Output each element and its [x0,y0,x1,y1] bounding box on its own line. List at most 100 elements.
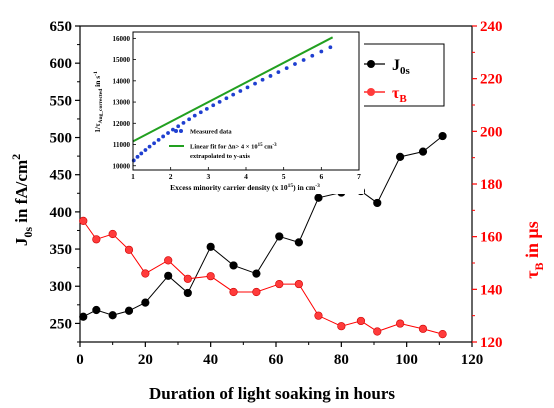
data-point-series-0 [294,238,303,247]
legend-marker-taub [367,88,375,96]
data-point-series-1 [252,287,261,297]
inset-measured-point [293,62,297,66]
y-label-left-sub: 0s [21,227,35,238]
main-plot: 0 20 40 60 80 100 120 250 300 350 400 450 500 550 600… [9,19,546,403]
inset-y-tick-label: 10000 [113,162,131,170]
data-point-series-0 [438,131,447,141]
inset-measured-point [276,70,281,75]
data-point-series-1 [275,279,284,289]
x-tick-label: 60 [269,352,284,368]
y-right-tick-label: 180 [480,177,503,193]
data-point-series-1 [79,216,88,225]
y-left-tick-label: 400 [50,205,73,221]
inset-y-tick-label: 16000 [113,35,131,43]
inset-y-axis: 10000 11000 12000 13000 14000 15000 16000 [113,35,136,170]
data-point-series-0 [124,306,134,315]
inset-y-tick-label: 14000 [113,77,131,85]
data-point-series-1 [356,316,366,326]
inset-measured-point [198,110,203,115]
data-point-series-0 [252,269,261,278]
inset-x-axis: 1 2 3 4 5 6 7 [131,167,361,181]
data-point-series-1 [229,287,238,297]
data-point-series-1 [314,311,323,320]
inset-measured-point [181,120,186,125]
inset-measured-point [135,154,140,159]
x-axis: 0 20 40 60 80 100 120 [76,342,483,368]
data-point-series-0 [164,271,173,280]
inset-legend: Measured data Linear fit for Δn> 4 × 101… [169,129,277,160]
inset-x-tick-label: 5 [282,172,286,181]
data-point-series-1 [418,324,428,333]
y-axis-right: 120 140 160 180 200 220 240 [472,19,503,351]
x-tick-label: 100 [395,352,418,368]
data-point-series-0 [275,232,284,241]
data-point-series-1 [438,330,447,339]
x-tick-label: 40 [203,352,218,368]
inset-y-tick-label: 15000 [113,56,131,64]
data-point-series-0 [229,261,238,270]
legend-marker-j0s [367,60,375,68]
y-left-tick-label: 250 [50,316,73,332]
y-right-tick-label: 120 [480,335,503,351]
inset-measured-point [301,58,306,62]
data-point-series-1 [141,269,150,278]
inset-x-axis-label: Excess minority carrier density (x 1015)… [170,183,320,192]
inset-measured-point [171,127,175,132]
inset-measured-point [152,141,156,146]
inset-measured-point [319,49,324,54]
legend-label-j0s: J0s [392,57,411,77]
x-tick-label: 120 [461,352,484,368]
inset-legend-label-measured: Measured data [190,129,232,136]
data-point-series-1 [337,322,346,331]
y-label-left-rest: in fA/cm [12,160,31,227]
y-right-tick-label: 140 [480,282,503,298]
data-point-series-0 [141,298,150,307]
data-point-series-1 [294,279,303,289]
y-axis-label-left: J0s in fA/cm2 [9,154,35,246]
y-right-tick-label: 240 [480,19,503,35]
inset-measured-point [238,89,243,93]
inset-x-tick-label: 4 [244,172,248,181]
inset-measured-point [176,124,181,129]
y-right-tick-label: 160 [480,230,503,246]
inset-x-tick-label: 3 [206,172,210,181]
data-point-series-0 [418,147,428,156]
inset-measured-point [231,92,236,97]
data-point-series-1 [108,229,117,239]
inset-x-tick-label: 1 [131,172,135,181]
inset-y-tick-label: 12000 [113,120,131,128]
inset-measured-point [224,96,229,101]
y-label-right-rest: in μs [522,221,542,262]
series-layer [79,131,447,339]
data-point-series-1 [183,274,192,283]
inset-measured-point [268,74,273,78]
inset-legend-label-fit: Linear fit for Δn> 4 × 1015 cm-3 [190,143,277,151]
data-point-series-0 [396,152,405,161]
x-tick-label: 80 [334,352,349,368]
y-label-right-sub: B [532,262,546,270]
y-left-tick-label: 600 [50,56,73,72]
inset-measured-point [245,85,250,90]
y-label-left-sup: 2 [9,154,23,160]
data-point-series-0 [79,312,88,321]
inset-fit-line [132,36,334,143]
inset-x-tick-label: 2 [169,172,173,181]
inset-y-tick-label: 13000 [113,99,131,107]
data-point-series-1 [396,319,405,328]
y-label-right-main: τ [522,270,542,279]
y-axis-label-right: τB in μs [522,221,546,279]
inset-y-tick-label: 11000 [113,141,131,149]
inset-measured-point [284,66,289,70]
inset-legend-marker-measured-2 [179,129,183,133]
y-left-tick-label: 300 [50,279,73,295]
inset-measured-point [260,77,265,82]
inset-measured-point [187,117,192,122]
y-label-left-main: J [12,237,31,246]
inset-background [90,28,364,194]
data-point-series-0 [108,311,117,320]
legend-box [349,43,445,107]
data-point-series-0 [92,305,101,315]
inset-measured-point [139,151,144,156]
inset-measured-point [147,144,152,149]
